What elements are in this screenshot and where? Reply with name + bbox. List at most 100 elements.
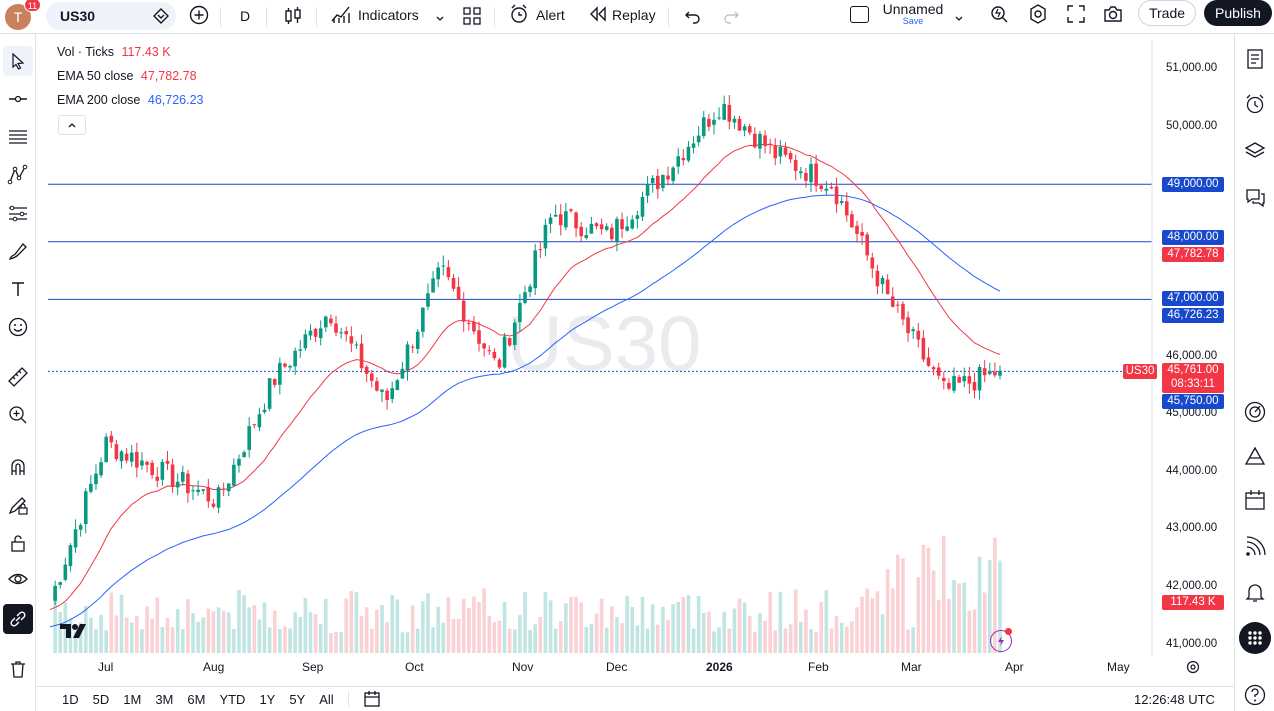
notifications-bell-icon[interactable] <box>1240 577 1270 607</box>
axis-settings-icon[interactable] <box>1185 659 1201 680</box>
lightning-icon[interactable] <box>990 630 1012 652</box>
cursor-icon[interactable] <box>3 46 33 76</box>
date-range-icon[interactable] <box>363 690 383 708</box>
publish-button[interactable]: Publish <box>1204 0 1272 26</box>
tradingview-logo[interactable] <box>59 622 91 645</box>
indicators-button[interactable]: Indicators <box>330 0 419 26</box>
broadcast-icon[interactable] <box>1240 532 1270 562</box>
magnet-icon[interactable] <box>3 452 33 482</box>
ema50-legend[interactable]: EMA 50 close 47,782.78 <box>57 69 197 83</box>
brush-icon[interactable] <box>3 236 33 266</box>
link-icon[interactable] <box>3 604 33 634</box>
layouts-icon[interactable] <box>461 5 483 32</box>
alerts-clock-icon[interactable] <box>1240 89 1270 119</box>
candle-body <box>707 118 711 127</box>
volume-bar <box>431 627 435 653</box>
fib-lines-icon[interactable] <box>3 122 33 152</box>
timeframe-3m[interactable]: 3M <box>155 691 174 707</box>
screener-icon[interactable] <box>1240 397 1270 427</box>
volume-bar <box>620 623 624 653</box>
timeframe-1m[interactable]: 1M <box>123 691 142 707</box>
volume-bar <box>339 632 343 653</box>
fullscreen-icon[interactable] <box>1066 4 1086 29</box>
add-symbol-icon[interactable] <box>188 4 210 31</box>
help-icon[interactable] <box>1240 680 1270 710</box>
eye-icon[interactable] <box>3 564 33 594</box>
trade-button[interactable]: Trade <box>1138 0 1196 26</box>
candle-body <box>615 218 619 242</box>
lock-icon[interactable] <box>3 528 33 558</box>
redo-icon[interactable] <box>721 6 741 31</box>
candle-body <box>890 296 895 307</box>
volume-bar <box>507 628 512 653</box>
volume-bar <box>247 607 251 653</box>
camera-icon[interactable] <box>1102 3 1124 30</box>
hline-price-tag[interactable]: 48,000.00 <box>1162 230 1224 245</box>
layout-menu-chevron-icon[interactable] <box>954 11 964 29</box>
undo-icon[interactable] <box>683 6 703 31</box>
ema200-legend[interactable]: EMA 200 close 46,726.23 <box>57 93 203 107</box>
time-axis-label: May <box>1107 660 1130 674</box>
candles-icon[interactable] <box>282 5 304 32</box>
utc-clock[interactable]: 12:26:48 UTC <box>1134 691 1215 707</box>
volume-bar <box>998 560 1002 653</box>
hline-price-tag[interactable]: 49,000.00 <box>1162 177 1224 192</box>
price-chart[interactable]: US30 <box>36 34 1234 684</box>
volume-bar <box>293 612 297 653</box>
candle-body <box>987 370 992 374</box>
trend-line-icon[interactable] <box>3 84 33 114</box>
watchlist-icon[interactable] <box>1240 44 1270 74</box>
zoom-in-icon[interactable] <box>3 400 33 430</box>
timeframe-5y[interactable]: 5Y <box>289 691 306 707</box>
apps-grid-icon[interactable] <box>1239 622 1271 654</box>
layers-icon[interactable] <box>1240 136 1270 166</box>
collapse-legend-button[interactable] <box>58 115 86 135</box>
ruler-icon[interactable] <box>3 362 33 392</box>
chat-icon[interactable] <box>1240 183 1270 213</box>
timeframe-1d[interactable]: 1D <box>62 691 79 707</box>
layout-checkbox[interactable] <box>850 6 869 23</box>
candle-body <box>160 461 165 480</box>
candle-body <box>68 545 73 567</box>
symbol-search[interactable]: US30 <box>46 2 176 30</box>
candle-body <box>78 525 83 530</box>
quick-search-icon[interactable] <box>988 3 1010 30</box>
timeframe-5d[interactable]: 5D <box>92 691 110 707</box>
volume-bar <box>89 617 93 653</box>
replay-button[interactable]: Replay <box>588 0 656 26</box>
volume-bar <box>773 630 778 653</box>
text-tool-icon[interactable] <box>3 274 33 304</box>
calendar-icon[interactable] <box>1240 485 1270 515</box>
interval-button[interactable]: D <box>240 8 251 24</box>
volume-bar <box>906 629 910 653</box>
volume-bar <box>53 593 57 653</box>
compare-diamond-icon[interactable] <box>152 7 170 30</box>
pattern-icon[interactable] <box>3 160 33 190</box>
volume-legend[interactable]: Vol · Ticks 117.43 K <box>57 45 171 59</box>
candle-body <box>288 365 292 368</box>
timeframe-ytd[interactable]: YTD <box>219 691 246 707</box>
trash-icon[interactable] <box>3 654 33 684</box>
last-price-tag: 45,761.00 08:33:11 <box>1162 363 1224 393</box>
timeframe-1y[interactable]: 1Y <box>259 691 276 707</box>
forecast-icon[interactable] <box>3 198 33 228</box>
lock-drawing-icon[interactable] <box>3 490 33 520</box>
right-sidebar <box>1234 34 1274 711</box>
alert-button[interactable]: Alert <box>508 0 565 26</box>
volume-bar <box>829 628 834 653</box>
hline-price-tag[interactable]: 47,000.00 <box>1162 291 1224 306</box>
hline-price-tag[interactable]: 45,750.00 <box>1162 394 1224 409</box>
time-axis-label: Aug <box>203 660 225 674</box>
timeframe-6m[interactable]: 6M <box>187 691 206 707</box>
chevron-down-icon[interactable] <box>435 11 445 29</box>
settings-gear-icon[interactable] <box>1027 3 1049 30</box>
candle-body <box>512 322 517 345</box>
candle-body <box>226 483 231 492</box>
pattern-triangle-icon[interactable] <box>1240 442 1270 472</box>
timeframe-all[interactable]: All <box>319 691 334 707</box>
volume-bar <box>354 592 359 653</box>
candle-body <box>104 436 108 463</box>
emoji-icon[interactable] <box>3 312 33 342</box>
layout-name-button[interactable]: Unnamed Save <box>880 1 946 26</box>
candle-body <box>170 464 175 487</box>
